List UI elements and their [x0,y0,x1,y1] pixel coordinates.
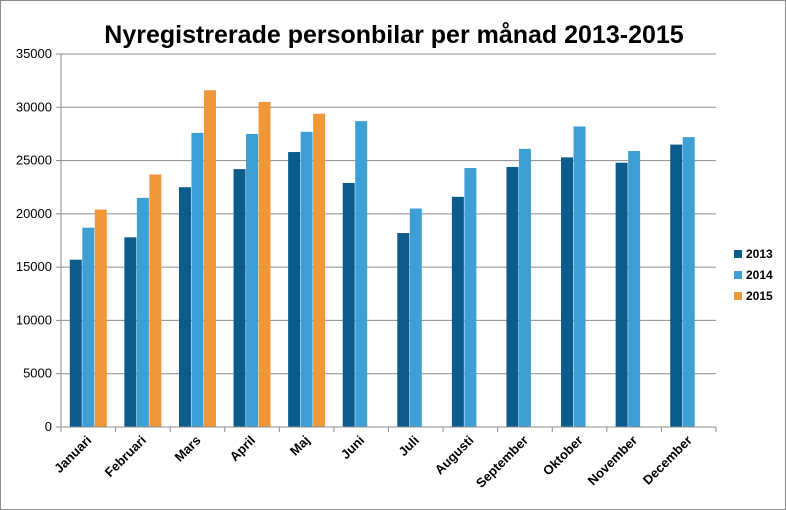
bar-2014-juli [409,208,422,427]
y-tick-label: 10000 [16,312,52,327]
legend-label-2013: 2013 [746,247,773,261]
y-tick-label: 5000 [23,366,52,381]
y-tick-label: 20000 [16,206,52,221]
bar-2014-maj [300,131,313,427]
y-tick-label: 30000 [16,99,52,114]
legend-swatch-2014 [734,271,742,279]
bar-2013-juni [342,182,355,427]
bar-2013-november [615,162,628,427]
x-category-label: Maj [287,433,313,459]
bar-2014-november [628,150,641,428]
bar-2013-mars [178,187,191,427]
x-category-label: Februari [102,433,149,480]
legend: 2013 2014 2015 [734,247,773,303]
bar-2014-september [518,148,531,427]
gridlines [61,53,716,375]
bar-2014-mars [191,132,204,427]
legend-label-2015: 2015 [746,289,773,303]
chart-title: Nyregistrerade personbilar per månad 201… [104,21,684,49]
legend-swatch-2015 [734,292,742,300]
bar-2014-oktober [573,126,586,428]
bar-2013-januari [69,259,82,427]
x-axis-categories: Januari Februari Mars April Maj Juni Juli Augus… [51,427,717,491]
bar-2013-februari [124,237,137,427]
bar-2014-juni [355,121,368,427]
x-category-label: Juli [395,433,421,459]
x-category-label: Juni [338,433,368,463]
y-axis-ticks: 0 5000 10000 15000 20000 25000 30000 35000 [16,46,61,434]
bar-2015-februari [149,174,162,427]
bar-2015-mars [203,90,216,427]
x-category-label: November [585,433,641,489]
bar-2013-augusti [451,196,464,427]
x-category-label: September [473,433,531,491]
bar-2013-april [233,169,246,427]
bar-2015-januari [94,209,107,427]
x-category-label: Oktober [540,433,586,479]
legend-swatch-2013 [734,250,742,258]
y-tick-label: 25000 [16,153,52,168]
bar-2013-maj [288,152,301,427]
bar-2014-augusti [464,168,477,427]
x-category-label: December [640,433,695,488]
bar-2015-april [258,101,271,427]
y-tick-label: 15000 [16,259,52,274]
bar-series [69,90,695,428]
y-tick-label: 35000 [16,46,52,61]
bar-2014-februari [136,197,149,427]
bar-2013-oktober [561,157,574,428]
x-category-label: Januari [51,433,94,476]
bar-2014-januari [82,227,95,427]
bar-2013-december [670,144,683,428]
x-category-label: Augusti [432,433,477,478]
bar-2013-juli [397,233,410,427]
legend-label-2014: 2014 [746,268,773,282]
y-tick-label: 0 [45,419,52,434]
bar-2015-maj [313,113,326,428]
x-category-label: April [227,433,259,465]
bar-2013-september [506,166,519,428]
bar-2014-december [682,137,695,427]
bar-2014-april [246,133,259,427]
x-category-label: Mars [172,433,204,465]
